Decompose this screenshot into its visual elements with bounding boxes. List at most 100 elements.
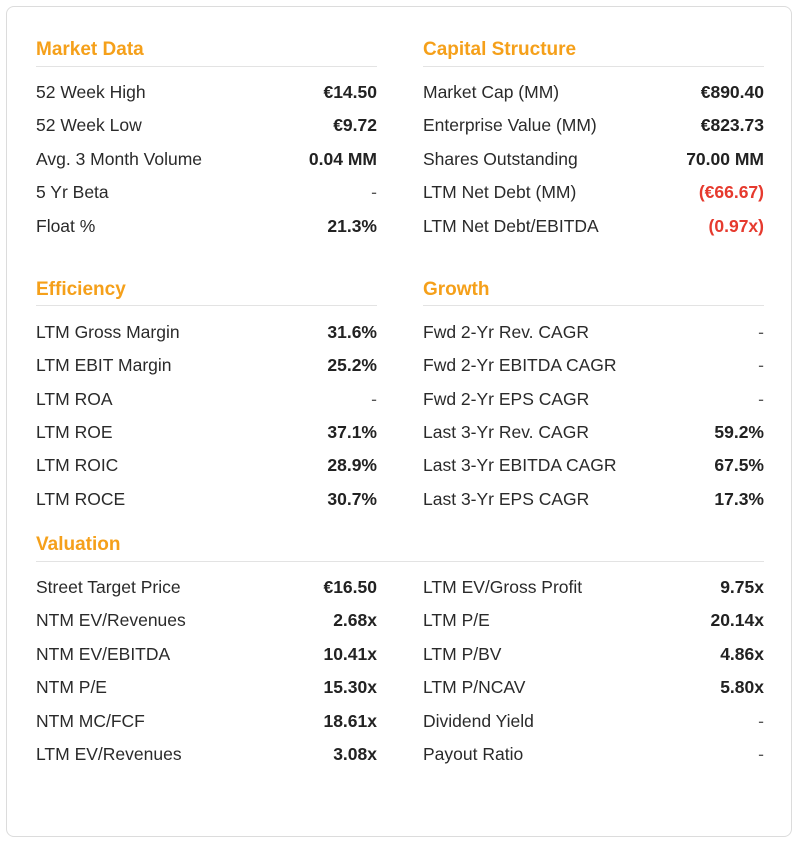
growth-row: Last 3-Yr EBITDA CAGR 67.5%: [423, 453, 764, 477]
row-label: Float %: [36, 216, 96, 236]
row-label: NTM EV/EBITDA: [36, 644, 171, 664]
stats-card: [6, 6, 792, 837]
valuation-row: LTM EV/Gross Profit 9.75x: [423, 575, 764, 599]
row-label: 5 Yr Beta: [36, 182, 109, 202]
efficiency-row: LTM ROA -: [36, 387, 377, 411]
row-label: Dividend Yield: [423, 711, 534, 731]
row-value: €9.72: [333, 115, 377, 135]
market-data-row: 52 Week Low €9.72: [36, 113, 377, 137]
row-value: €823.73: [700, 115, 764, 135]
row-value: -: [758, 744, 764, 764]
capital-structure-divider: [423, 66, 764, 67]
row-value-negative: (€66.67): [698, 182, 764, 202]
row-label: LTM ROIC: [36, 455, 119, 475]
row-value: 30.7%: [327, 489, 377, 509]
row-value: 9.75x: [720, 577, 764, 597]
row-value: 18.61x: [323, 711, 377, 731]
row-value: 3.08x: [333, 744, 377, 764]
row-value: 70.00 MM: [686, 149, 764, 169]
row-value: 17.3%: [714, 489, 764, 509]
efficiency-divider: [36, 305, 377, 306]
row-label: NTM EV/Revenues: [36, 610, 186, 630]
row-value: -: [758, 711, 764, 731]
row-label: NTM P/E: [36, 677, 107, 697]
row-value: 31.6%: [327, 322, 377, 342]
row-label: LTM P/E: [423, 610, 490, 630]
row-label: Market Cap (MM): [423, 82, 560, 102]
capital-structure-row: LTM Net Debt (MM) (€66.67): [423, 180, 764, 204]
row-value: -: [758, 322, 764, 342]
row-label: Fwd 2-Yr Rev. CAGR: [423, 322, 589, 342]
growth-row: Fwd 2-Yr Rev. CAGR -: [423, 320, 764, 344]
capital-structure-row: Enterprise Value (MM) €823.73: [423, 113, 764, 137]
row-label: Last 3-Yr Rev. CAGR: [423, 422, 589, 442]
growth-row: Fwd 2-Yr EBITDA CAGR -: [423, 353, 764, 377]
row-label: Payout Ratio: [423, 744, 524, 764]
market-data-title: Market Data: [36, 39, 144, 60]
row-label: 52 Week Low: [36, 115, 142, 135]
capital-structure-row: LTM Net Debt/EBITDA (0.97x): [423, 214, 764, 238]
row-value: 4.86x: [720, 644, 764, 664]
growth-divider: [423, 305, 764, 306]
row-value: 15.30x: [323, 677, 377, 697]
row-value: 0.04 MM: [308, 149, 377, 169]
row-value: 28.9%: [327, 455, 377, 475]
valuation-row: LTM EV/Revenues 3.08x: [36, 742, 377, 766]
growth-row: Last 3-Yr EPS CAGR 17.3%: [423, 487, 764, 511]
capital-structure-row: Shares Outstanding 70.00 MM: [423, 147, 764, 171]
row-value: -: [758, 355, 764, 375]
valuation-row: Dividend Yield -: [423, 709, 764, 733]
row-value: -: [371, 389, 377, 409]
efficiency-row: LTM ROIC 28.9%: [36, 453, 377, 477]
capital-structure-row: Market Cap (MM) €890.40: [423, 80, 764, 104]
efficiency-row: LTM ROE 37.1%: [36, 420, 377, 444]
valuation-title: Valuation: [36, 534, 121, 555]
row-value: 5.80x: [720, 677, 764, 697]
efficiency-title: Efficiency: [36, 279, 126, 300]
row-value: 2.68x: [333, 610, 377, 630]
row-value: €890.40: [700, 82, 764, 102]
efficiency-row: LTM ROCE 30.7%: [36, 487, 377, 511]
row-label: LTM P/NCAV: [423, 677, 526, 697]
row-value: -: [371, 182, 377, 202]
row-label: Last 3-Yr EPS CAGR: [423, 489, 590, 509]
row-value: 20.14x: [710, 610, 764, 630]
row-label: 52 Week High: [36, 82, 146, 102]
capital-structure-title: Capital Structure: [423, 39, 577, 60]
row-label: LTM ROCE: [36, 489, 126, 509]
row-label: LTM EV/Revenues: [36, 744, 182, 764]
row-value-negative: (0.97x): [708, 216, 764, 236]
efficiency-row: LTM EBIT Margin 25.2%: [36, 353, 377, 377]
row-value: 21.3%: [327, 216, 377, 236]
row-label: LTM Gross Margin: [36, 322, 180, 342]
valuation-row: LTM P/BV 4.86x: [423, 642, 764, 666]
row-value: 25.2%: [327, 355, 377, 375]
valuation-row: LTM P/E 20.14x: [423, 608, 764, 632]
row-label: LTM EV/Gross Profit: [423, 577, 583, 597]
row-value: €14.50: [323, 82, 377, 102]
growth-title: Growth: [423, 279, 490, 300]
row-label: LTM ROE: [36, 422, 113, 442]
valuation-row: NTM EV/Revenues 2.68x: [36, 608, 377, 632]
row-label: LTM ROA: [36, 389, 113, 409]
valuation-divider: [36, 561, 764, 562]
market-data-row: Avg. 3 Month Volume 0.04 MM: [36, 147, 377, 171]
row-value: -: [758, 389, 764, 409]
market-data-divider: [36, 66, 377, 67]
row-label: Fwd 2-Yr EPS CAGR: [423, 389, 590, 409]
row-label: Enterprise Value (MM): [423, 115, 597, 135]
row-label: LTM EBIT Margin: [36, 355, 172, 375]
row-value: 37.1%: [327, 422, 377, 442]
growth-row: Fwd 2-Yr EPS CAGR -: [423, 387, 764, 411]
row-value: €16.50: [323, 577, 377, 597]
row-label: LTM Net Debt/EBITDA: [423, 216, 599, 236]
valuation-row: NTM EV/EBITDA 10.41x: [36, 642, 377, 666]
row-label: Fwd 2-Yr EBITDA CAGR: [423, 355, 617, 375]
market-data-row: 5 Yr Beta -: [36, 180, 377, 204]
row-label: LTM Net Debt (MM): [423, 182, 577, 202]
valuation-row: NTM P/E 15.30x: [36, 675, 377, 699]
row-value: 59.2%: [714, 422, 764, 442]
valuation-row: Payout Ratio -: [423, 742, 764, 766]
valuation-row: NTM MC/FCF 18.61x: [36, 709, 377, 733]
row-label: NTM MC/FCF: [36, 711, 145, 731]
